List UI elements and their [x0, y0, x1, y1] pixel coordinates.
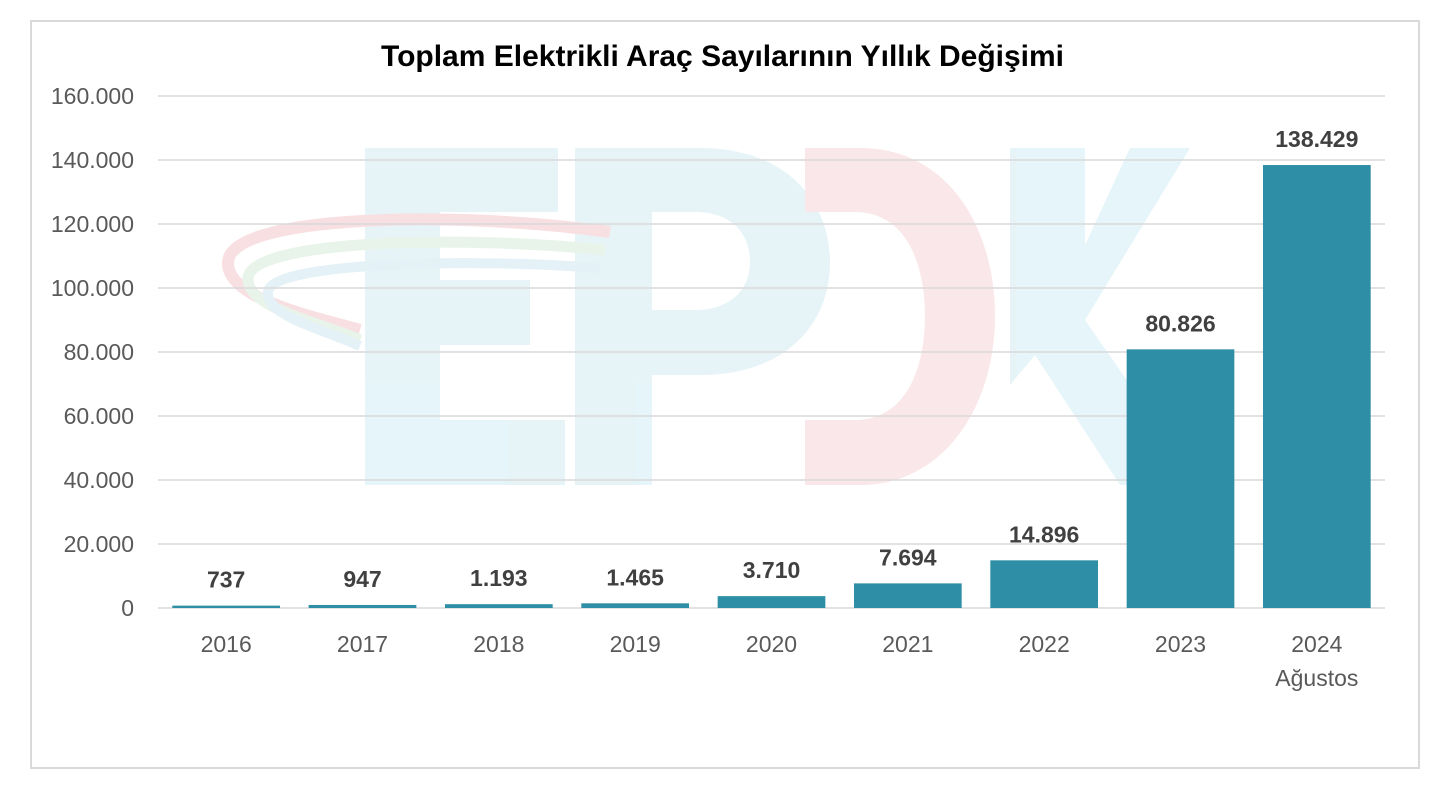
- bar: [308, 604, 417, 608]
- data-label: 80.826: [1145, 310, 1215, 336]
- bar: [990, 560, 1099, 608]
- data-label: 138.429: [1275, 126, 1358, 152]
- y-axis-tick-labels: 0 20.000 40.000 60.000 80.000 100.000 120.000 1…: [51, 83, 134, 621]
- bar: [172, 605, 281, 608]
- x-tick-label: 2016: [201, 631, 252, 657]
- y-tick-label: 140.000: [51, 147, 134, 173]
- data-label: 3.710: [743, 557, 801, 583]
- epdk-watermark-logo: [222, 148, 1200, 485]
- data-labels: 737 947 1.193 1.465 3.710 7.694 14.896 80.826 13…: [207, 126, 1358, 593]
- x-tick-label: 2018: [473, 631, 524, 657]
- x-tick-label: Ağustos: [1275, 665, 1358, 691]
- bar: [853, 583, 962, 608]
- y-tick-label: 0: [121, 595, 134, 621]
- y-tick-label: 40.000: [64, 467, 134, 493]
- data-label: 947: [343, 566, 381, 592]
- bar: [581, 603, 690, 608]
- y-tick-label: 100.000: [51, 275, 134, 301]
- bars: [172, 165, 1371, 608]
- x-tick-label: 2017: [337, 631, 388, 657]
- chart-title: Toplam Elektrikli Araç Sayılarının Yıllı…: [380, 40, 1065, 73]
- x-tick-label: 2024: [1291, 631, 1342, 657]
- data-label: 1.465: [606, 564, 664, 590]
- y-tick-label: 120.000: [51, 211, 134, 237]
- x-tick-label: 2022: [1019, 631, 1070, 657]
- y-tick-label: 80.000: [64, 339, 134, 365]
- x-tick-label: 2023: [1155, 631, 1206, 657]
- x-tick-label: 2020: [746, 631, 797, 657]
- bar: [1126, 349, 1235, 608]
- bar: [717, 596, 826, 608]
- data-label: 14.896: [1009, 521, 1079, 547]
- y-tick-label: 60.000: [64, 403, 134, 429]
- bar: [1262, 165, 1371, 608]
- data-label: 737: [207, 567, 245, 593]
- x-tick-label: 2021: [882, 631, 933, 657]
- y-tick-label: 160.000: [51, 83, 134, 109]
- data-label: 7.694: [879, 544, 937, 570]
- data-label: 1.193: [470, 565, 528, 591]
- bar: [444, 604, 553, 608]
- y-tick-label: 20.000: [64, 531, 134, 557]
- x-tick-label: 2019: [610, 631, 661, 657]
- x-axis-tick-labels: 2016 2017 2018 2019 2020 2021 2022 2023 2024 Ağus…: [201, 631, 1359, 691]
